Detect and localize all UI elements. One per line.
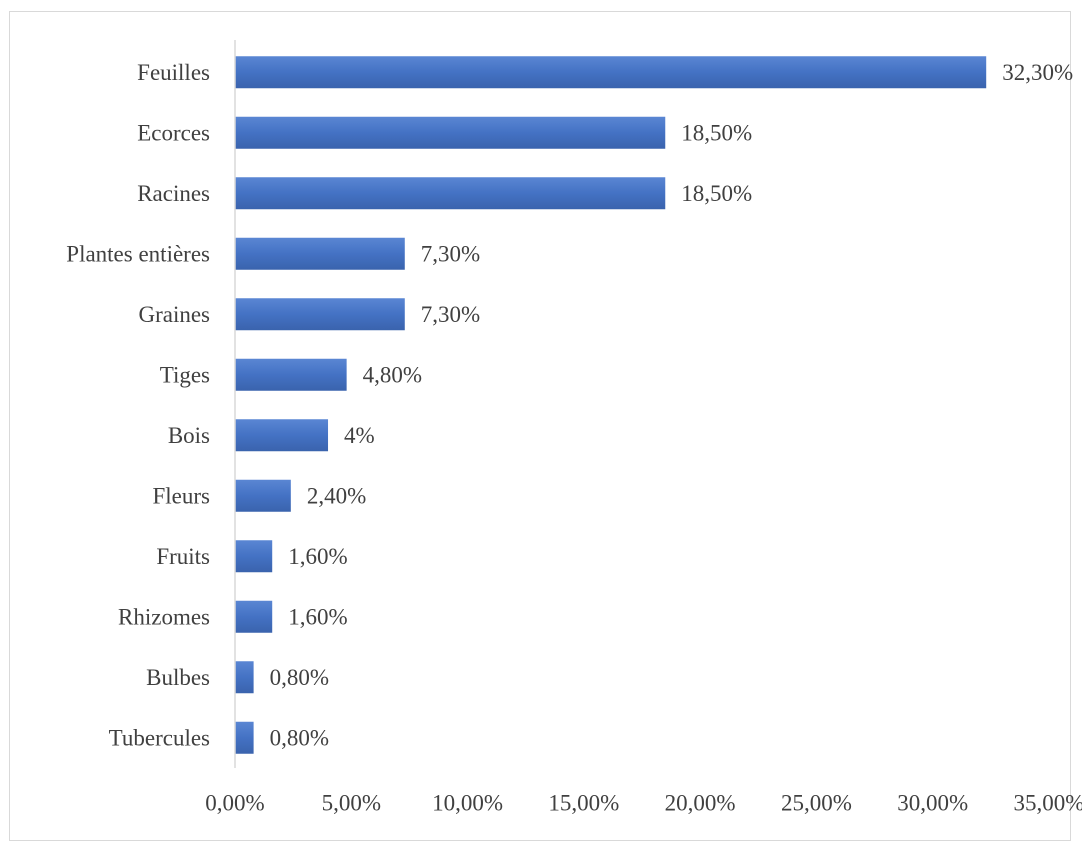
- x-tick-label: 30,00%: [897, 791, 968, 816]
- bar-3: [235, 237, 405, 270]
- value-label: 0,80%: [270, 665, 329, 690]
- category-label: Rhizomes: [118, 604, 210, 629]
- value-label: 7,30%: [421, 241, 480, 266]
- chart-frame: [9, 11, 1071, 841]
- bar-11: [235, 721, 254, 754]
- category-label: Tubercules: [109, 725, 210, 750]
- value-labels: 32,30% 18,50% 18,50% 7,30% 7,30% 4,80% 4% 2,40%…: [270, 60, 1074, 751]
- category-label: Fruits: [156, 544, 210, 569]
- value-label: 4,80%: [363, 362, 422, 387]
- category-label: Tiges: [160, 362, 210, 387]
- value-label: 18,50%: [681, 181, 752, 206]
- x-tick-label: 35,00%: [1014, 791, 1082, 816]
- value-label: 1,60%: [288, 604, 347, 629]
- category-label: Feuilles: [137, 60, 210, 85]
- bar-8: [235, 540, 273, 573]
- category-label: Racines: [137, 181, 210, 206]
- x-tick-label: 10,00%: [432, 791, 503, 816]
- bar-9: [235, 600, 273, 633]
- bar-10: [235, 661, 254, 694]
- x-tick-label: 15,00%: [548, 791, 619, 816]
- value-label: 4%: [344, 423, 375, 448]
- bar-7: [235, 479, 291, 512]
- bars-layer: [235, 56, 987, 754]
- value-label: 0,80%: [270, 725, 329, 750]
- category-label: Graines: [138, 302, 210, 327]
- x-tick-label: 5,00%: [322, 791, 381, 816]
- category-labels: Feuilles Ecorces Racines Plantes entières Gr…: [66, 60, 210, 751]
- bar-0: [235, 56, 987, 89]
- value-label: 1,60%: [288, 544, 347, 569]
- x-tick-label: 20,00%: [665, 791, 736, 816]
- x-tick-label: 25,00%: [781, 791, 852, 816]
- x-tick-label: 0,00%: [205, 791, 264, 816]
- bar-5: [235, 358, 347, 391]
- category-label: Bulbes: [146, 665, 210, 690]
- bar-6: [235, 419, 329, 452]
- value-label: 7,30%: [421, 302, 480, 327]
- value-label: 2,40%: [307, 483, 366, 508]
- category-label: Plantes entières: [66, 241, 210, 266]
- category-label: Fleurs: [153, 483, 211, 508]
- value-label: 32,30%: [1002, 60, 1073, 85]
- category-label: Bois: [168, 423, 210, 448]
- x-tick-labels: 0,00% 5,00% 10,00% 15,00% 20,00% 25,00% 30,00%…: [205, 791, 1082, 816]
- bar-1: [235, 116, 666, 149]
- bar-2: [235, 177, 666, 210]
- bar-4: [235, 298, 405, 331]
- category-label: Ecorces: [137, 120, 210, 145]
- value-label: 18,50%: [681, 120, 752, 145]
